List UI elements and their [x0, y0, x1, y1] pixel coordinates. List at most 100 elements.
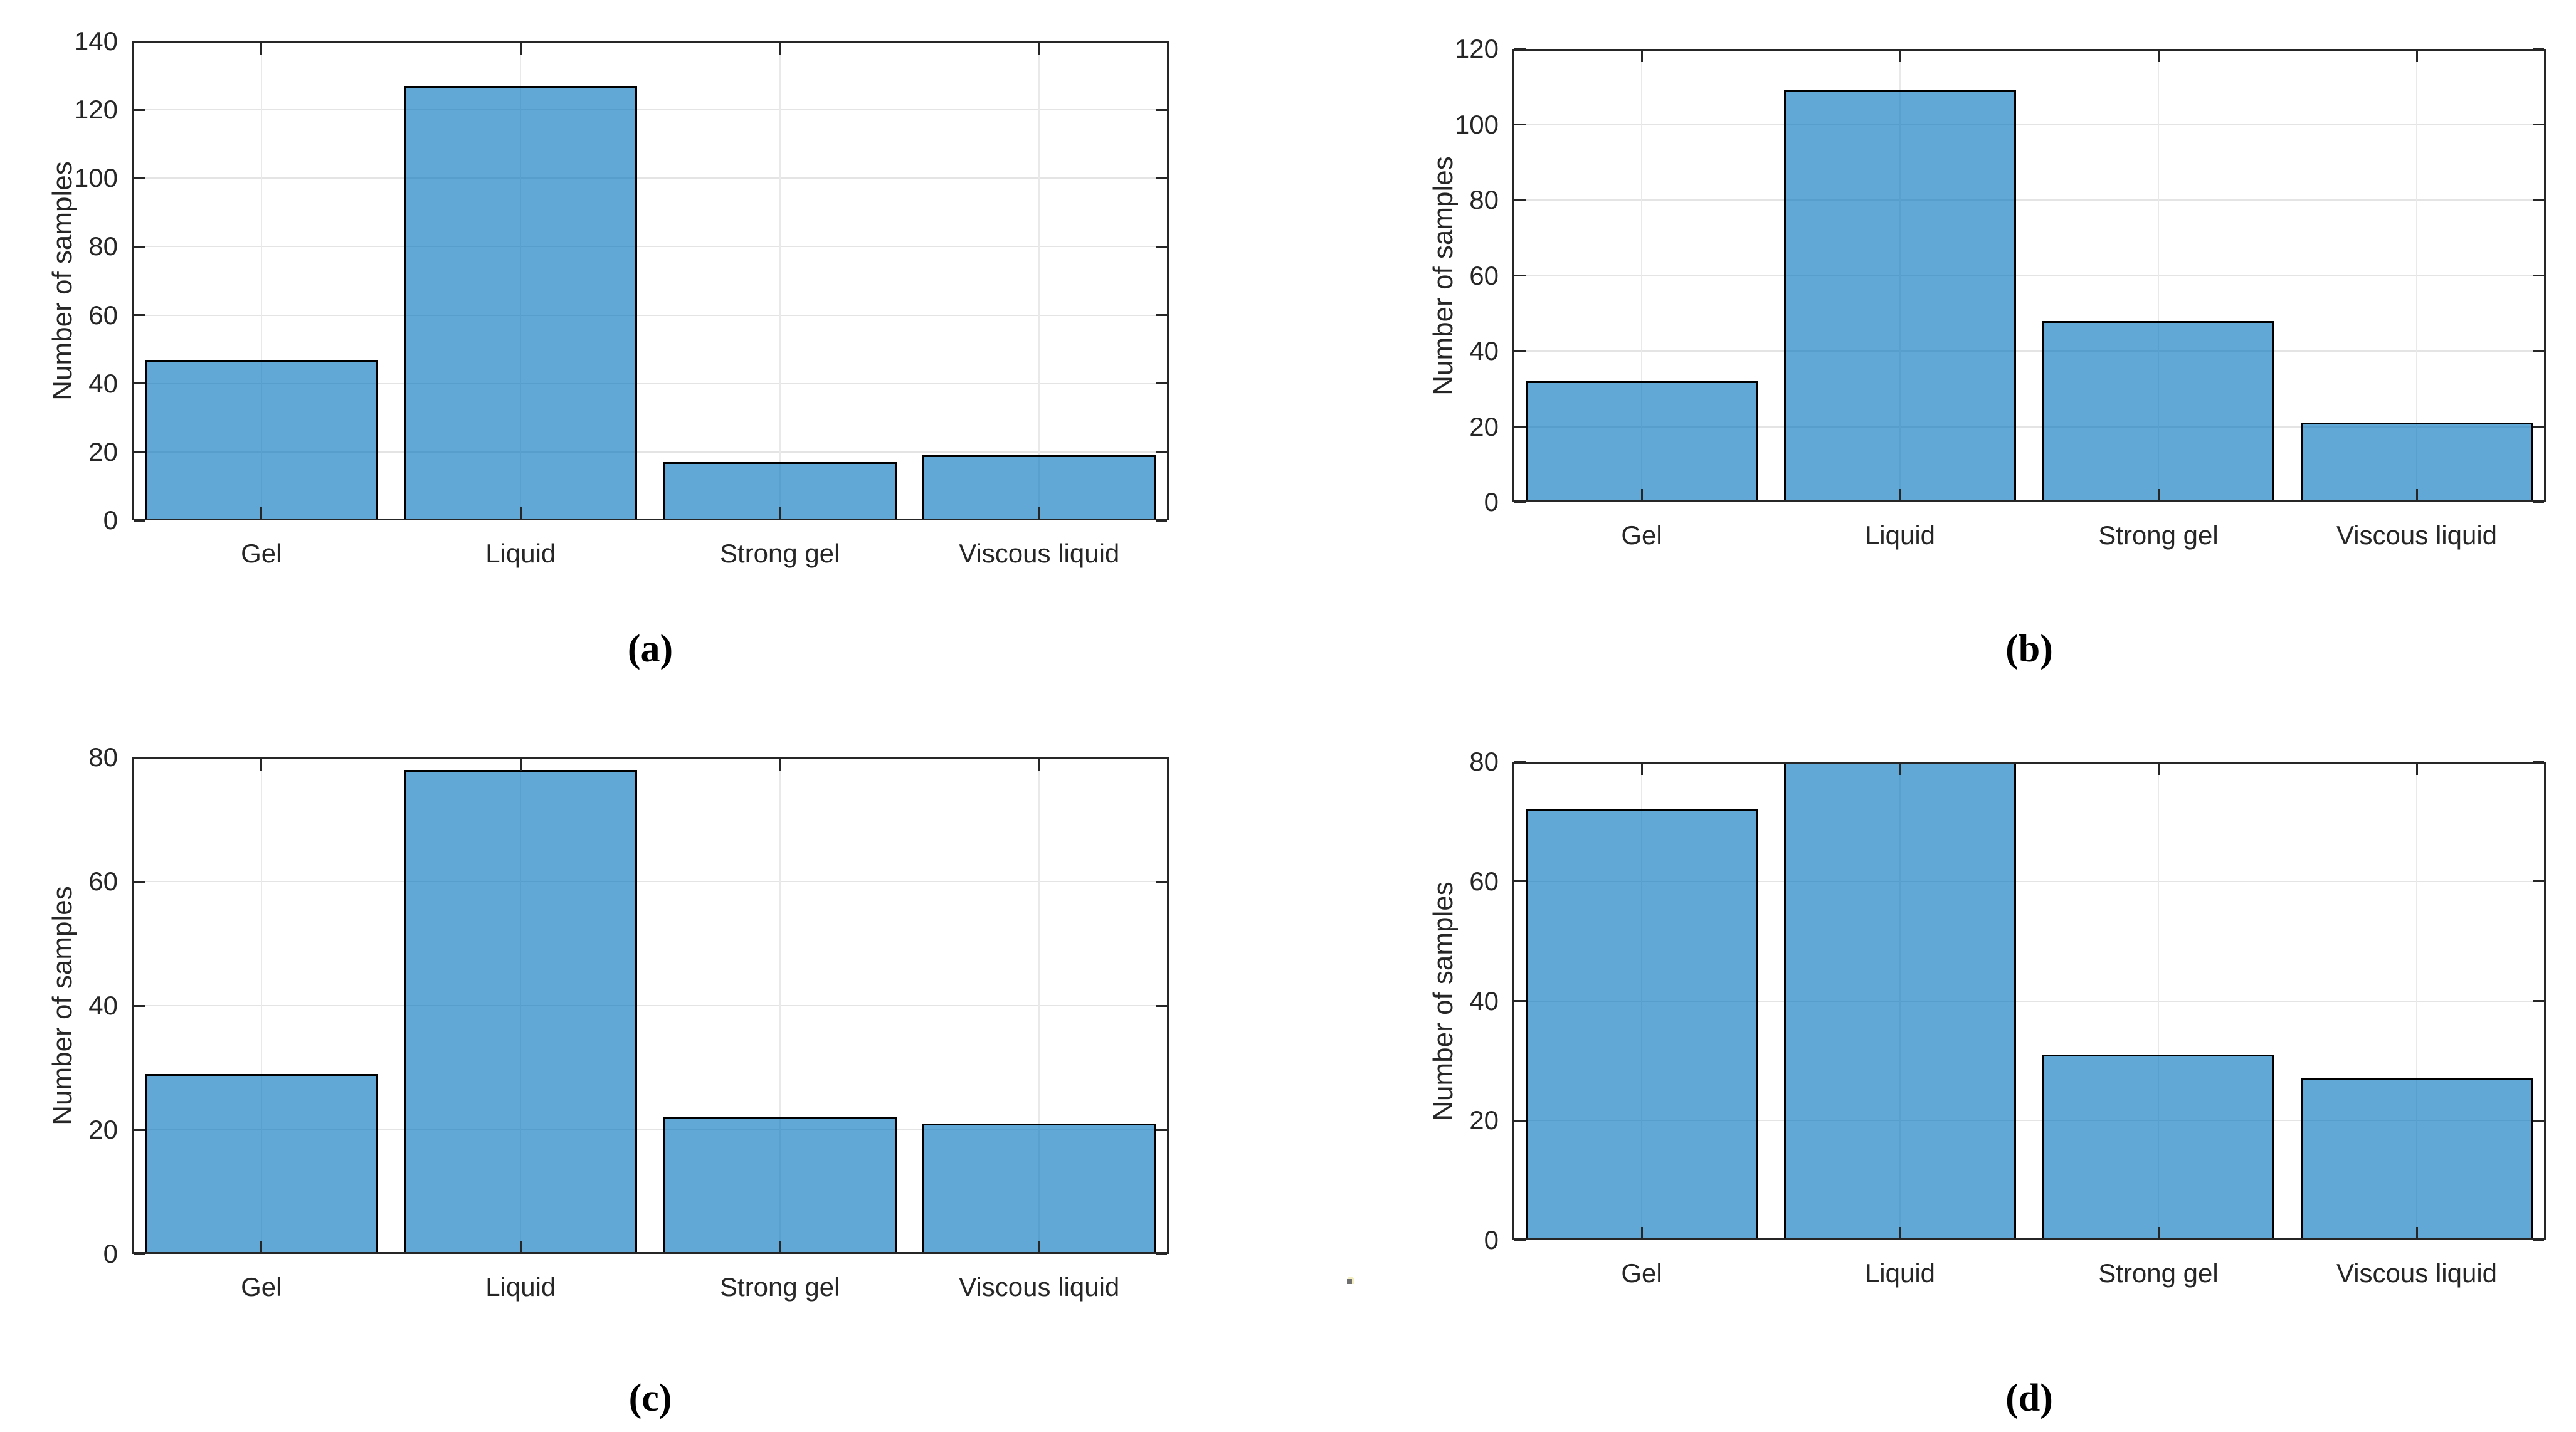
y-tick-label: 80 [88, 231, 118, 261]
x-axis-tick-top [779, 43, 781, 55]
x-axis-tick-bottom [1038, 1241, 1040, 1252]
x-axis-tick-top [1640, 764, 1643, 775]
x-axis-tick-bottom [519, 1241, 522, 1252]
y-axis-tick-right [2533, 275, 2544, 276]
y-axis-tick-right [1156, 382, 1167, 385]
y-axis-tick-left [1514, 1239, 1526, 1241]
x-axis-tick-bottom [260, 1241, 263, 1252]
y-gridline [1514, 275, 2544, 276]
y-gridline [134, 1005, 1167, 1006]
y-axis-title: Number of samples [1428, 155, 1459, 396]
x-axis-tick-top [260, 759, 263, 771]
x-gridline [779, 759, 781, 1252]
y-axis-tick-left [134, 756, 145, 759]
x-axis-tick-bottom [260, 507, 263, 519]
y-gridline [1514, 880, 2544, 882]
x-axis-tick-bottom [779, 1241, 781, 1252]
y-gridline [1514, 124, 2544, 125]
x-axis-tick-bottom [2157, 1227, 2160, 1238]
x-axis-tick-bottom [1640, 489, 1643, 500]
bar-strong-gel [663, 1117, 897, 1254]
y-gridline [134, 109, 1167, 111]
stray-mark-core [1347, 1279, 1352, 1284]
bar-liquid [1783, 762, 2017, 1240]
y-gridline [134, 246, 1167, 248]
x-axis-tick-bottom [1640, 1227, 1643, 1238]
y-axis-tick-right [2533, 1119, 2544, 1122]
x-axis-tick-top [2157, 51, 2160, 62]
y-axis-tick-right [2533, 124, 2544, 125]
y-axis-tick-right [2533, 501, 2544, 503]
y-gridline [1514, 350, 2544, 352]
x-category-label-strong-gel: Strong gel [720, 1272, 840, 1302]
bar-strong-gel [2042, 1055, 2275, 1240]
y-axis-tick-left [134, 40, 145, 43]
x-category-label-gel: Gel [1621, 520, 1662, 550]
bar-viscous-liquid [2300, 423, 2533, 502]
y-tick-label: 100 [73, 163, 118, 193]
x-gridline [2158, 764, 2159, 1238]
y-axis-tick-right [1156, 451, 1167, 453]
y-axis-tick-right [1156, 108, 1167, 111]
y-tick-label: 80 [1469, 185, 1499, 214]
x-category-label-viscous-liquid: Viscous liquid [959, 539, 1120, 568]
y-axis-tick-left [134, 382, 145, 385]
y-axis-tick-left [1514, 124, 1526, 125]
x-category-label-liquid: Liquid [485, 539, 556, 568]
y-axis-tick-right [2533, 880, 2544, 883]
y-axis-tick-left [134, 880, 145, 883]
x-axis-tick-top [519, 43, 522, 55]
x-axis-tick-bottom [2415, 1227, 2418, 1238]
y-tick-label: 40 [1469, 336, 1499, 366]
x-axis-tick-top [1899, 51, 1901, 62]
y-gridline [134, 1129, 1167, 1130]
panel-caption-b: (b) [2005, 628, 2053, 670]
y-axis-tick-right [1156, 519, 1167, 522]
x-gridline [260, 43, 262, 519]
bar-gel [144, 360, 378, 520]
y-gridline [1514, 1120, 2544, 1122]
y-axis-title: Number of samples [1428, 881, 1459, 1121]
x-category-label-liquid: Liquid [1864, 1258, 1936, 1288]
stray-mark [1347, 1277, 1354, 1284]
y-tick-label: 20 [88, 436, 118, 466]
y-axis-title: Number of samples [47, 161, 78, 401]
x-axis-tick-top [2415, 764, 2418, 775]
y-axis-tick-right [2533, 199, 2544, 201]
y-axis-tick-right [1156, 1253, 1167, 1255]
panel-caption-c: (c) [628, 1377, 672, 1419]
y-tick-label: 140 [73, 26, 118, 56]
x-gridline [2416, 51, 2417, 500]
x-axis-tick-top [260, 43, 263, 55]
x-category-label-liquid: Liquid [1864, 520, 1936, 550]
y-axis-tick-left [1514, 199, 1526, 201]
y-axis-tick-left [1514, 501, 1526, 503]
x-axis-tick-top [1038, 759, 1040, 771]
y-tick-label: 40 [1469, 986, 1499, 1016]
y-tick-label: 0 [1484, 1225, 1499, 1255]
bar-liquid [404, 770, 638, 1254]
y-axis-tick-right [2533, 1000, 2544, 1002]
y-tick-label: 60 [88, 300, 118, 330]
y-axis-tick-left [1514, 350, 1526, 352]
x-gridline [779, 43, 781, 519]
y-axis-tick-left [1514, 1119, 1526, 1122]
y-axis-tick-right [2533, 761, 2544, 763]
x-axis-tick-top [1899, 764, 1901, 775]
bar-liquid [1783, 90, 2017, 502]
y-tick-label: 120 [73, 95, 118, 125]
x-axis-tick-top [519, 759, 522, 771]
y-tick-label: 20 [1469, 411, 1499, 441]
y-gridline [1514, 426, 2544, 428]
bar-gel [144, 1074, 378, 1254]
y-gridline [134, 382, 1167, 384]
x-category-label-strong-gel: Strong gel [2098, 1258, 2219, 1288]
y-gridline [134, 314, 1167, 316]
y-axis-tick-left [134, 451, 145, 453]
y-axis-tick-right [1156, 40, 1167, 43]
x-axis-tick-bottom [1899, 489, 1901, 500]
y-gridline [1514, 1000, 2544, 1002]
x-axis-tick-bottom [779, 507, 781, 519]
bar-liquid [404, 86, 638, 520]
